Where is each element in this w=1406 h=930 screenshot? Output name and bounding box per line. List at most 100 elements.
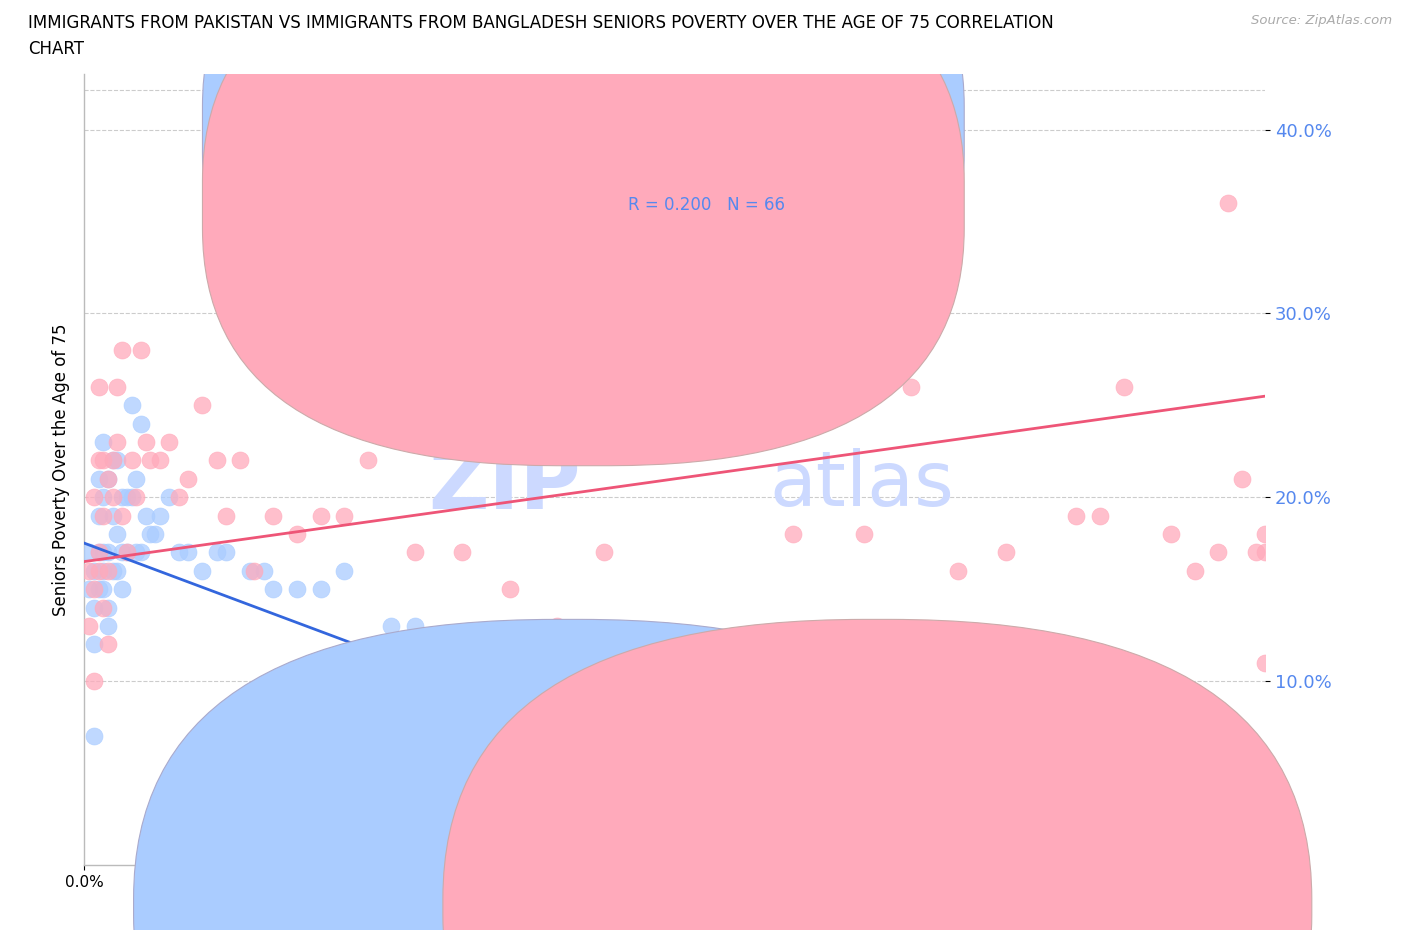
Point (640, 361, 662, 376)
Point (239, 564, 262, 578)
Point (191, 398, 214, 413)
Point (253, 564, 276, 578)
Point (215, 508, 238, 523)
Point (357, 453, 380, 468)
Point (83, 673, 105, 688)
Point (97, 545, 120, 560)
Point (229, 453, 252, 468)
Point (91, 434, 114, 449)
Point (333, 508, 356, 523)
Point (664, 729, 686, 744)
Point (149, 508, 172, 523)
Text: Source: ZipAtlas.com: Source: ZipAtlas.com (1251, 14, 1392, 27)
Point (111, 490, 134, 505)
Point (87, 564, 110, 578)
Point (498, 581, 520, 596)
Point (1254, 545, 1277, 560)
Point (1254, 656, 1277, 671)
Point (97, 472, 120, 486)
Point (91, 508, 114, 523)
Point (107, 434, 129, 449)
Point (107, 453, 129, 468)
Point (711, 729, 734, 744)
Point (101, 508, 124, 523)
Point (852, 526, 875, 541)
Point (91, 600, 114, 615)
Point (309, 581, 332, 596)
Point (129, 545, 152, 560)
Point (546, 711, 568, 725)
Point (91, 453, 114, 468)
Point (87, 545, 110, 560)
Point (83, 490, 105, 505)
Point (1254, 526, 1277, 541)
Text: ZIP: ZIP (427, 445, 581, 526)
Point (97, 564, 120, 578)
Text: Immigrants from Pakistan: Immigrants from Pakistan (605, 899, 801, 914)
FancyBboxPatch shape (527, 106, 882, 260)
Text: R = 0.200   N = 66: R = 0.200 N = 66 (627, 196, 785, 214)
Point (135, 508, 157, 523)
Point (404, 545, 426, 560)
Point (593, 545, 616, 560)
Point (83, 600, 105, 615)
Point (91, 490, 114, 505)
Point (149, 453, 172, 468)
Y-axis label: Seniors Poverty Over the Age of 75: Seniors Poverty Over the Age of 75 (52, 324, 70, 616)
Point (157, 490, 180, 505)
Point (87, 508, 110, 523)
Point (309, 508, 332, 523)
Point (830, 747, 852, 762)
Point (380, 287, 402, 302)
Point (87, 545, 110, 560)
Point (111, 508, 134, 523)
Point (107, 526, 129, 541)
Point (101, 490, 124, 505)
FancyBboxPatch shape (202, 0, 965, 466)
Point (994, 545, 1017, 560)
Point (1066, 508, 1088, 523)
Point (111, 581, 134, 596)
Point (205, 545, 228, 560)
Point (97, 618, 120, 633)
Point (77, 618, 100, 633)
Point (404, 618, 426, 633)
Point (115, 545, 138, 560)
Point (772, 747, 794, 762)
Point (91, 564, 114, 578)
Point (101, 453, 124, 468)
Point (1160, 526, 1182, 541)
Point (191, 564, 214, 578)
Point (1244, 545, 1267, 560)
Point (125, 490, 148, 505)
Point (205, 453, 228, 468)
Point (111, 545, 134, 560)
Point (101, 453, 124, 468)
Point (157, 434, 180, 449)
Point (451, 656, 474, 671)
FancyBboxPatch shape (202, 0, 965, 391)
Point (215, 545, 238, 560)
Point (121, 490, 143, 505)
Point (900, 379, 922, 394)
Point (782, 526, 804, 541)
Point (107, 379, 129, 394)
Point (167, 490, 190, 505)
Point (1230, 472, 1253, 486)
Point (97, 637, 120, 652)
Point (262, 581, 284, 596)
Point (91, 581, 114, 596)
Point (129, 343, 152, 358)
Point (143, 526, 166, 541)
Point (97, 600, 120, 615)
Text: IMMIGRANTS FROM PAKISTAN VS IMMIGRANTS FROM BANGLADESH SENIORS POVERTY OVER THE : IMMIGRANTS FROM PAKISTAN VS IMMIGRANTS F… (28, 14, 1054, 32)
Point (139, 453, 162, 468)
Point (107, 564, 129, 578)
Point (77, 545, 100, 560)
Point (262, 508, 284, 523)
Point (125, 472, 148, 486)
Point (129, 417, 152, 432)
Point (77, 564, 100, 578)
Point (91, 545, 114, 560)
Text: CHART: CHART (28, 40, 84, 58)
